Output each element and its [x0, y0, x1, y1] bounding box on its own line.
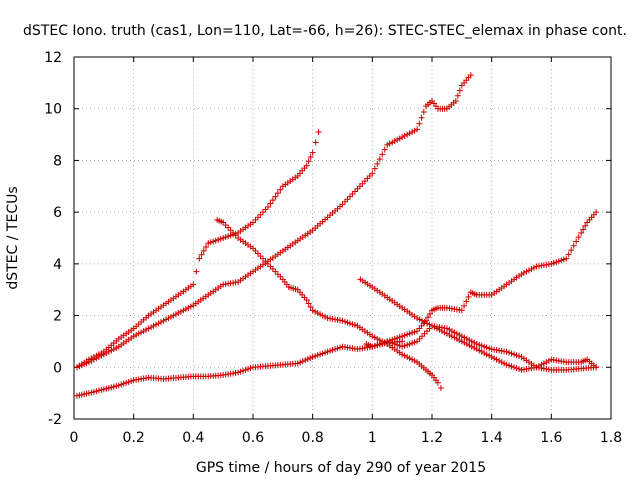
data-point — [582, 222, 589, 229]
x-tick-label: 1.8 — [600, 430, 622, 446]
data-point — [277, 186, 284, 193]
y-tick-label: -2 — [48, 412, 62, 428]
data-point — [369, 170, 376, 177]
y-axis-label: dSTEC / TECUs — [5, 186, 21, 289]
y-tick-label: 8 — [53, 153, 62, 169]
series-arc-d-falling-from-5.7 — [214, 216, 444, 391]
x-tick-label: 0.8 — [302, 430, 324, 446]
y-tick-label: 4 — [53, 257, 62, 273]
x-tick-label: 1.2 — [421, 430, 443, 446]
data-point — [575, 234, 582, 241]
data-point — [434, 379, 441, 386]
data-point — [305, 158, 312, 165]
axis-ticks: 0 0.2 0.4 0.6 0.8 1 1.2 1.4 1.6 1.8 -2 0 2 4 6 8 10 12 — [44, 50, 622, 446]
data-point — [374, 160, 381, 167]
chart-title: dSTEC Iono. truth (cas1, Lon=110, Lat=-6… — [23, 23, 627, 39]
data-point — [420, 108, 427, 115]
data-point — [190, 281, 197, 288]
series-arc-c-low-flat — [73, 338, 406, 399]
data-points — [73, 72, 600, 399]
y-tick-label: 12 — [44, 50, 62, 66]
data-point — [269, 197, 276, 204]
y-tick-label: 10 — [44, 102, 62, 118]
data-point — [437, 384, 444, 391]
data-point — [565, 251, 572, 258]
data-point — [454, 92, 461, 99]
data-point — [200, 247, 207, 254]
data-point — [272, 193, 279, 200]
y-tick-label: 2 — [53, 309, 62, 325]
data-point — [307, 303, 314, 310]
grid — [74, 57, 611, 419]
data-point — [303, 297, 310, 304]
data-point — [305, 300, 312, 307]
series-arc-b-rising-to-11 — [73, 72, 474, 371]
data-point — [461, 302, 468, 309]
data-point — [371, 165, 378, 172]
data-point — [379, 151, 386, 158]
data-point — [568, 247, 575, 254]
data-point — [274, 190, 281, 197]
x-tick-label: 0.4 — [182, 430, 204, 446]
series-arc-e-falling-from-3.4 — [357, 276, 600, 373]
data-point — [425, 314, 432, 321]
data-point — [580, 226, 587, 233]
data-point — [309, 149, 316, 156]
series-arc-g-falling-to-0 — [384, 322, 600, 371]
data-point — [376, 156, 383, 163]
data-point — [458, 307, 465, 314]
data-point — [578, 229, 585, 236]
x-tick-label: 1.6 — [540, 430, 562, 446]
x-tick-label: 0.6 — [242, 430, 264, 446]
data-point — [593, 364, 600, 371]
data-point — [307, 153, 314, 160]
data-point — [193, 268, 200, 275]
data-point — [203, 244, 210, 251]
data-point — [315, 128, 322, 135]
data-point — [463, 298, 470, 305]
x-axis-label: GPS time / hours of day 290 of year 2015 — [196, 460, 486, 476]
y-tick-label: 0 — [53, 360, 62, 376]
data-point — [414, 126, 421, 133]
data-point — [593, 209, 600, 216]
data-point — [452, 97, 459, 104]
data-point — [427, 310, 434, 317]
x-tick-label: 1 — [368, 430, 377, 446]
data-point — [267, 200, 274, 207]
data-point — [467, 72, 474, 79]
data-point — [312, 139, 319, 146]
data-point — [196, 255, 203, 262]
data-point — [456, 87, 463, 94]
y-tick-label: 6 — [53, 205, 62, 221]
data-point — [573, 238, 580, 245]
data-point — [423, 317, 430, 324]
x-tick-label: 1.4 — [481, 430, 503, 446]
data-point — [399, 338, 406, 345]
data-point — [465, 293, 472, 300]
data-point — [570, 242, 577, 249]
data-point — [303, 162, 310, 169]
data-point — [563, 255, 570, 262]
data-point — [264, 203, 271, 210]
data-point — [416, 120, 423, 127]
series-arc-a-rising-to-9 — [73, 128, 322, 371]
x-tick-label: 0 — [70, 430, 79, 446]
series-arc-f-rising-to-6 — [363, 209, 600, 350]
x-tick-label: 0.2 — [123, 430, 145, 446]
data-point — [198, 251, 205, 258]
data-point — [381, 146, 388, 153]
data-point — [418, 114, 425, 121]
plot-frame — [73, 56, 612, 420]
